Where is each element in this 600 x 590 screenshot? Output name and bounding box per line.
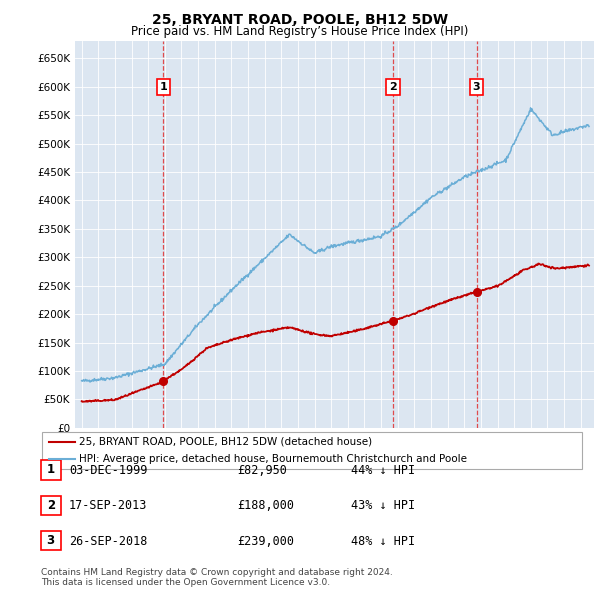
Text: 1: 1 xyxy=(160,82,167,92)
Text: 26-SEP-2018: 26-SEP-2018 xyxy=(69,535,148,548)
Text: 43% ↓ HPI: 43% ↓ HPI xyxy=(351,499,415,512)
Text: 3: 3 xyxy=(473,82,481,92)
Text: 48% ↓ HPI: 48% ↓ HPI xyxy=(351,535,415,548)
Text: 44% ↓ HPI: 44% ↓ HPI xyxy=(351,464,415,477)
Text: 3: 3 xyxy=(47,534,55,548)
Text: 1: 1 xyxy=(47,463,55,477)
Text: Contains HM Land Registry data © Crown copyright and database right 2024.
This d: Contains HM Land Registry data © Crown c… xyxy=(41,568,392,587)
Text: 2: 2 xyxy=(47,499,55,512)
Text: 25, BRYANT ROAD, POOLE, BH12 5DW (detached house): 25, BRYANT ROAD, POOLE, BH12 5DW (detach… xyxy=(79,437,373,447)
Text: £188,000: £188,000 xyxy=(237,499,294,512)
Text: 17-SEP-2013: 17-SEP-2013 xyxy=(69,499,148,512)
Text: Price paid vs. HM Land Registry’s House Price Index (HPI): Price paid vs. HM Land Registry’s House … xyxy=(131,25,469,38)
Text: 25, BRYANT ROAD, POOLE, BH12 5DW: 25, BRYANT ROAD, POOLE, BH12 5DW xyxy=(152,13,448,27)
Text: 2: 2 xyxy=(389,82,397,92)
Text: £239,000: £239,000 xyxy=(237,535,294,548)
Text: £82,950: £82,950 xyxy=(237,464,287,477)
Text: HPI: Average price, detached house, Bournemouth Christchurch and Poole: HPI: Average price, detached house, Bour… xyxy=(79,454,467,464)
Text: 03-DEC-1999: 03-DEC-1999 xyxy=(69,464,148,477)
